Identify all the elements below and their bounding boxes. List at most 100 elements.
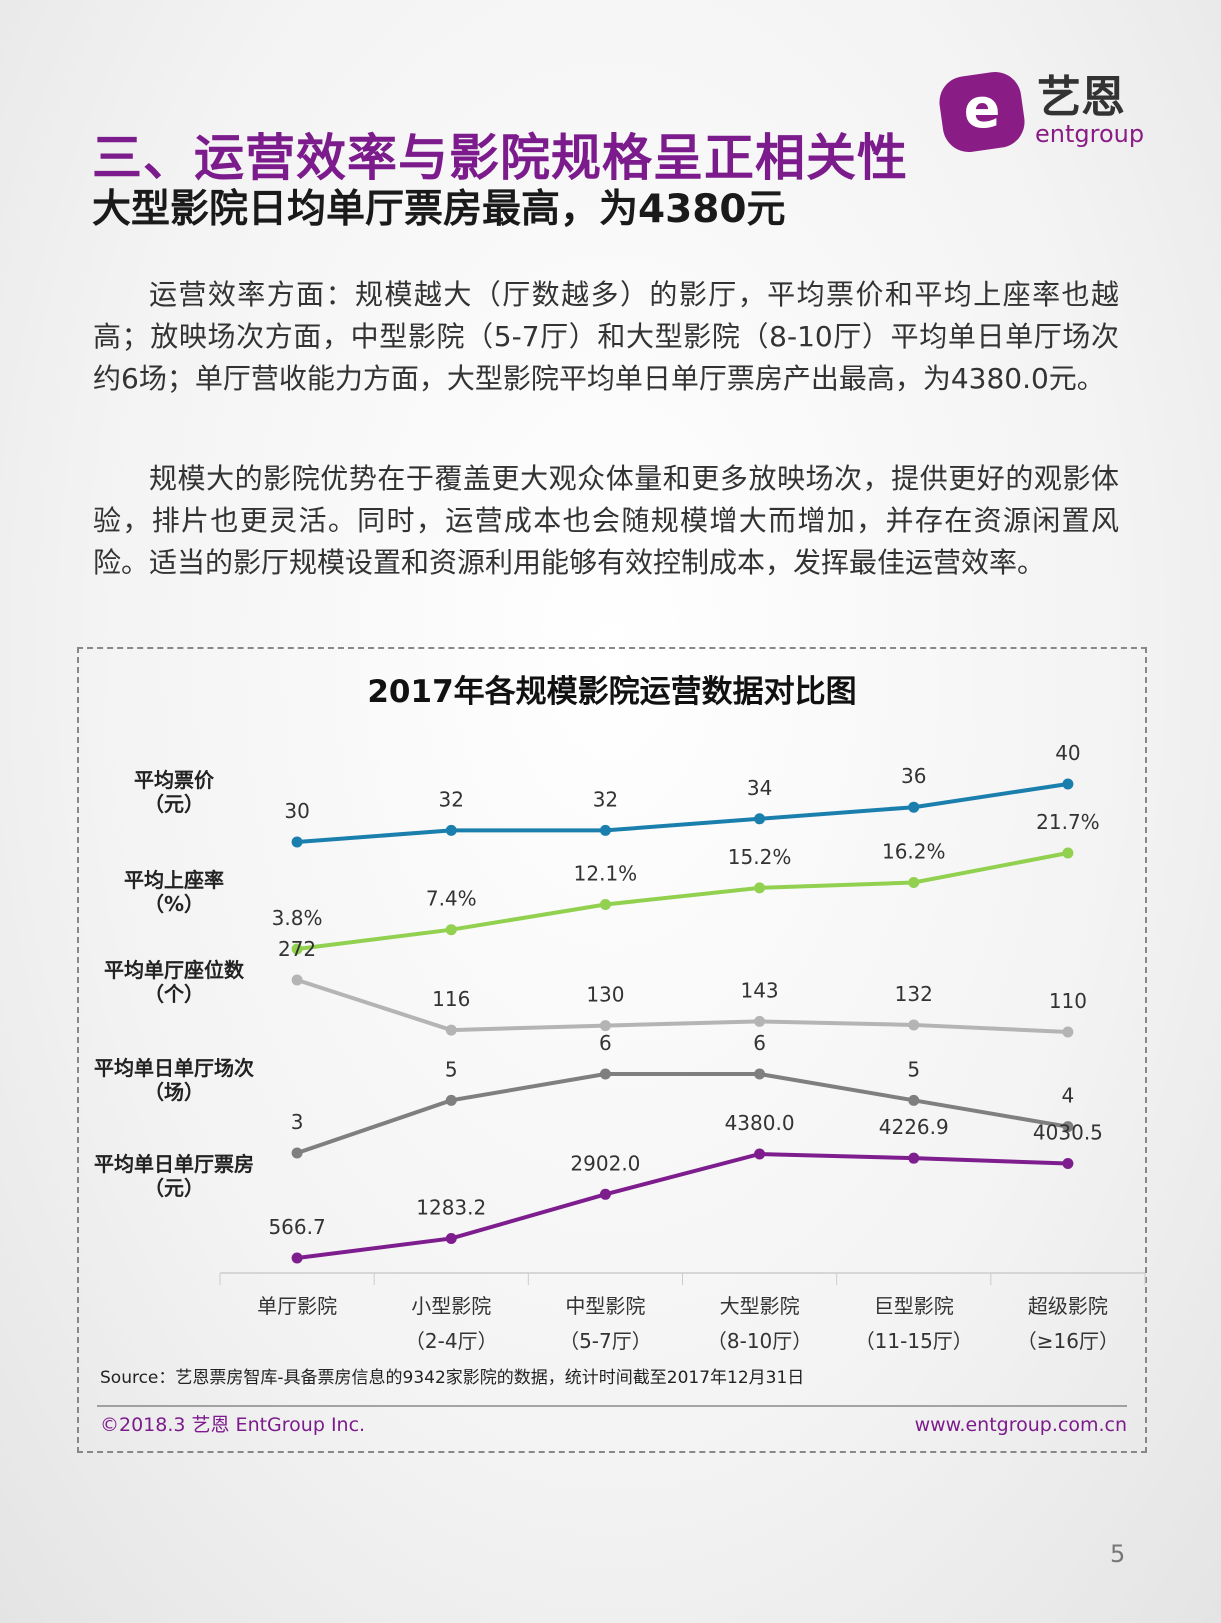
point bbox=[754, 882, 766, 894]
data-label: 7.4% bbox=[426, 887, 477, 911]
data-label: 4380.0 bbox=[725, 1111, 795, 1135]
x-tick-note: （5-7厅） bbox=[559, 1329, 652, 1353]
row-label: 平均单日单厅场次 bbox=[94, 1056, 254, 1080]
row-unit: （%） bbox=[144, 892, 204, 916]
data-label: 40 bbox=[1055, 741, 1080, 765]
x-tick-note: （2-4厅） bbox=[405, 1329, 498, 1353]
x-tick-note: （≥16厅） bbox=[1017, 1329, 1119, 1353]
row-unit: （元） bbox=[144, 792, 204, 816]
data-label: 110 bbox=[1049, 989, 1087, 1013]
data-label: 3.8% bbox=[272, 906, 323, 930]
x-tick-label: 超级影院 bbox=[1028, 1294, 1108, 1318]
point bbox=[908, 1152, 920, 1164]
point bbox=[754, 1015, 766, 1027]
point bbox=[445, 1024, 457, 1036]
data-label: 2902.0 bbox=[570, 1151, 640, 1175]
series-line bbox=[296, 851, 1069, 951]
data-label: 4226.9 bbox=[879, 1115, 949, 1139]
point bbox=[445, 1232, 457, 1244]
point bbox=[291, 943, 303, 955]
point bbox=[291, 1252, 303, 1264]
url: www.entgroup.com.cn bbox=[915, 1414, 1127, 1436]
paragraph: 运营效率方面：规模越大（厅数越多）的影厅，平均票价和平均上座率也越高；放映场次方… bbox=[93, 278, 1119, 395]
point bbox=[1062, 1158, 1074, 1170]
logo-e: e bbox=[964, 77, 1001, 140]
row-label: 平均上座率 bbox=[124, 868, 224, 892]
point bbox=[445, 924, 457, 936]
data-label: 566.7 bbox=[268, 1215, 325, 1239]
point bbox=[908, 1094, 920, 1106]
point bbox=[599, 1068, 611, 1080]
x-tick-label: 小型影院 bbox=[411, 1294, 491, 1318]
point bbox=[291, 974, 303, 986]
row-unit: （个） bbox=[144, 982, 204, 1006]
x-tick-note: （11-15厅） bbox=[855, 1329, 973, 1353]
chart-title: 2017年各规模影院运营数据对比图 bbox=[367, 674, 856, 710]
series-line bbox=[296, 782, 1069, 844]
point bbox=[754, 1148, 766, 1160]
chart-frame bbox=[77, 647, 1147, 1453]
point bbox=[599, 1188, 611, 1200]
point bbox=[1062, 778, 1074, 790]
point bbox=[1062, 1121, 1074, 1133]
data-label: 1283.2 bbox=[416, 1195, 486, 1219]
series-line bbox=[296, 1072, 1069, 1155]
data-label: 6 bbox=[599, 1031, 612, 1055]
point bbox=[908, 801, 920, 813]
data-label: 130 bbox=[586, 983, 624, 1007]
series-line bbox=[296, 1151, 1068, 1260]
point bbox=[599, 824, 611, 836]
point bbox=[908, 1019, 920, 1031]
data-label: 32 bbox=[439, 787, 464, 811]
data-label: 32 bbox=[593, 787, 618, 811]
data-label: 5 bbox=[907, 1057, 920, 1081]
x-tick-label: 大型影院 bbox=[720, 1294, 800, 1318]
data-label: 116 bbox=[432, 987, 470, 1011]
point bbox=[754, 813, 766, 825]
data-label: 36 bbox=[901, 764, 926, 788]
row-label: 平均单厅座位数 bbox=[104, 958, 245, 982]
title: 三、运营效率与影院规格呈正相关性 bbox=[92, 129, 908, 187]
point bbox=[291, 1147, 303, 1159]
page-number: 5 bbox=[1110, 1540, 1126, 1568]
point bbox=[1062, 1026, 1074, 1038]
data-label: 15.2% bbox=[728, 845, 792, 869]
row-label: 平均票价 bbox=[134, 768, 215, 792]
data-label: 4 bbox=[1062, 1084, 1075, 1108]
data-label: 34 bbox=[747, 776, 772, 800]
x-tick-label: 单厅影院 bbox=[257, 1294, 337, 1318]
subtitle: 大型影院日均单厅票房最高，为4380元 bbox=[92, 187, 786, 232]
data-label: 30 bbox=[284, 799, 309, 823]
data-label: 272 bbox=[278, 937, 316, 961]
point bbox=[599, 1020, 611, 1032]
point bbox=[599, 898, 611, 910]
x-tick-label: 巨型影院 bbox=[874, 1294, 954, 1318]
paragraph: 规模大的影院优势在于覆盖更大观众体量和更多放映场次，提供更好的观影体验，排片也更… bbox=[93, 462, 1119, 579]
logo-text: 艺恩 bbox=[1037, 72, 1125, 123]
data-label: 4030.5 bbox=[1033, 1121, 1103, 1145]
point bbox=[1062, 847, 1074, 859]
data-label: 12.1% bbox=[574, 861, 638, 885]
point bbox=[445, 1094, 457, 1106]
row-label: 平均单日单厅票房 bbox=[94, 1152, 254, 1176]
data-label: 21.7% bbox=[1036, 810, 1100, 834]
row-unit: （元） bbox=[144, 1176, 204, 1200]
data-label: 143 bbox=[740, 978, 778, 1002]
row-unit: （场） bbox=[144, 1080, 204, 1104]
data-label: 5 bbox=[445, 1057, 458, 1081]
chart: 2017年各规模影院运营数据对比图 Source：艺恩票房智库-具备票房信息的9… bbox=[94, 674, 1146, 1436]
logo-sub: entgroup bbox=[1035, 120, 1144, 148]
point bbox=[445, 824, 457, 836]
data-label: 6 bbox=[753, 1031, 766, 1055]
data-label: 132 bbox=[895, 982, 933, 1006]
copyright: ©2018.3 艺恩 EntGroup Inc. bbox=[100, 1414, 365, 1436]
data-label: 3 bbox=[291, 1110, 304, 1134]
point bbox=[754, 1068, 766, 1080]
logo-mark bbox=[939, 72, 1025, 152]
series-line bbox=[296, 978, 1069, 1034]
source: Source：艺恩票房智库-具备票房信息的9342家影院的数据，统计时间截至20… bbox=[100, 1368, 804, 1388]
x-tick-note: （8-10厅） bbox=[707, 1329, 812, 1353]
x-tick-label: 中型影院 bbox=[565, 1294, 645, 1318]
logo: e 艺恩 entgroup bbox=[939, 72, 1144, 152]
